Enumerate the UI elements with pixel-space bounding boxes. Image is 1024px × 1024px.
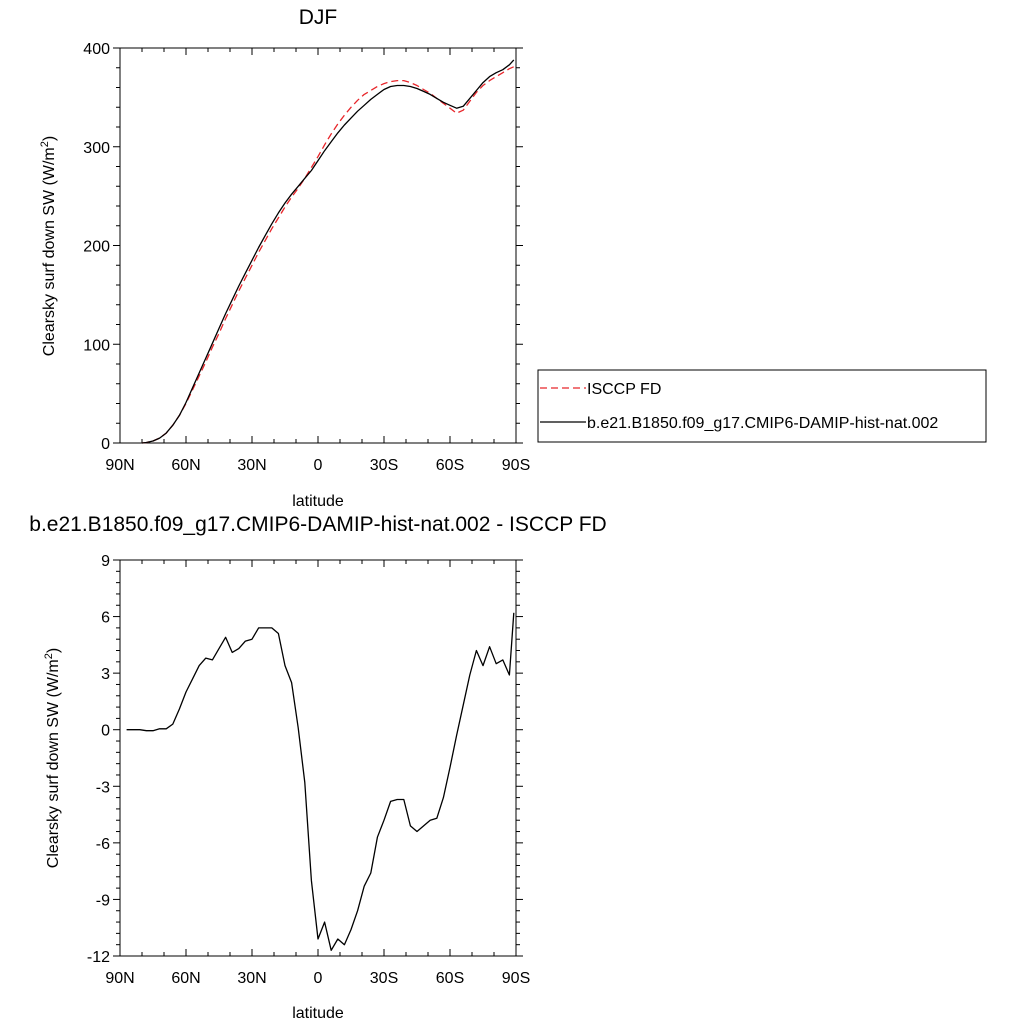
bottom-chart-y-axis-label-sup: 2 bbox=[43, 653, 55, 659]
top-chart-series-line-1 bbox=[141, 59, 515, 444]
top-chart-x-tick-label: 90N bbox=[105, 457, 134, 474]
top-chart-y-axis-label-end: ) bbox=[41, 136, 58, 141]
top-chart-plot: 90N 60N 30N 0 30S 60S 90S 0 100 200 300 400 bbox=[83, 41, 530, 474]
bottom-chart-x-tick-label: 90S bbox=[502, 970, 530, 987]
top-chart-series-line-0 bbox=[141, 65, 517, 444]
bottom-chart-x-tick-label: 30S bbox=[370, 970, 398, 987]
top-chart-x-tick-label: 90S bbox=[502, 457, 530, 474]
bottom-chart-x-tick-label: 0 bbox=[314, 970, 323, 987]
bottom-chart-plot: 90N 60N 30N 0 30S 60S 90S -12 -9 -6 -3 0 3 6 9 bbox=[87, 553, 530, 987]
top-chart-x-tick-label: 60S bbox=[436, 457, 464, 474]
top-chart-plot-frame bbox=[119, 47, 517, 444]
bottom-chart-y-tick-label: -6 bbox=[96, 836, 110, 853]
bottom-chart-x-tick-label: 30N bbox=[237, 970, 266, 987]
top-chart-y-axis-label-sup: 2 bbox=[39, 141, 51, 147]
legend-box bbox=[537, 369, 987, 443]
top-chart-y-tick-label: 100 bbox=[83, 337, 110, 354]
bottom-chart-title: b.e21.B1850.f09_g17.CMIP6-DAMIP-hist-nat… bbox=[29, 513, 606, 536]
top-chart-x-tick-label: 60N bbox=[171, 457, 200, 474]
bottom-chart-y-tick-label: 0 bbox=[101, 723, 110, 740]
top-chart-x-tick-label: 0 bbox=[314, 457, 323, 474]
top-chart-x-tick-label: 30S bbox=[370, 457, 398, 474]
top-chart-y-axis-label-main: Clearsky surf down SW (W/m bbox=[41, 147, 58, 356]
bottom-chart-x-axis-label: latitude bbox=[292, 1005, 344, 1022]
top-chart-x-axis-label: latitude bbox=[292, 493, 344, 510]
top-chart-y-tick-label: 0 bbox=[101, 436, 110, 453]
bottom-chart-x-tick-label: 60N bbox=[171, 970, 200, 987]
bottom-chart-y-tick-label: 9 bbox=[101, 553, 110, 570]
bottom-chart-y-axis-label-main: Clearsky surf down SW (W/m bbox=[45, 659, 62, 868]
bottom-chart-y-axis-label-end: ) bbox=[45, 648, 62, 653]
bottom-chart-y-tick-label: -9 bbox=[96, 892, 110, 909]
top-chart-legend: ISCCP FD b.e21.B1850.f09_g17.CMIP6-DAMIP… bbox=[537, 369, 987, 443]
bottom-chart-x-tick-label: 60S bbox=[436, 970, 464, 987]
bottom-chart-y-tick-label: -3 bbox=[96, 779, 110, 796]
legend-label-model: b.e21.B1850.f09_g17.CMIP6-DAMIP-hist-nat… bbox=[587, 415, 938, 432]
bottom-chart-y-axis-label: Clearsky surf down SW (W/m2) bbox=[43, 648, 62, 868]
top-chart-title: DJF bbox=[299, 6, 338, 29]
bottom-chart-series-line-0 bbox=[126, 612, 515, 951]
legend-label-isccp: ISCCP FD bbox=[587, 381, 661, 398]
bottom-chart-y-tick-label: 3 bbox=[101, 666, 110, 683]
bottom-chart-y-tick-label: 6 bbox=[101, 610, 110, 627]
top-chart-x-tick-label: 30N bbox=[237, 457, 266, 474]
top-chart-y-tick-label: 400 bbox=[83, 41, 110, 58]
top-chart-y-tick-label: 300 bbox=[83, 140, 110, 157]
top-chart-y-axis-label: Clearsky surf down SW (W/m2) bbox=[39, 136, 58, 356]
bottom-chart-x-tick-label: 90N bbox=[105, 970, 134, 987]
top-chart-y-tick-label: 200 bbox=[83, 239, 110, 256]
bottom-chart-plot-frame bbox=[119, 559, 517, 957]
bottom-chart-y-tick-label: -12 bbox=[87, 949, 110, 966]
